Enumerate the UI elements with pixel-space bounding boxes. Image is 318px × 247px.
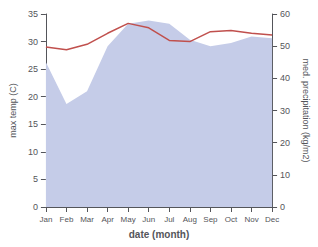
svg-text:0: 0 [33,202,38,212]
svg-text:Sep: Sep [203,215,218,224]
svg-text:30: 30 [280,106,290,116]
svg-text:Jan: Jan [39,215,52,224]
svg-text:May: May [121,215,136,224]
svg-text:Nov: Nov [244,215,258,224]
svg-text:20: 20 [280,138,290,148]
svg-text:10: 10 [280,170,290,180]
svg-text:40: 40 [280,73,290,83]
svg-text:30: 30 [28,37,38,47]
svg-text:Jun: Jun [142,215,155,224]
svg-text:Aug: Aug [183,215,197,224]
svg-text:60: 60 [280,9,290,19]
svg-text:Dec: Dec [265,215,279,224]
svg-text:25: 25 [28,64,38,74]
svg-text:20: 20 [28,92,38,102]
svg-text:5: 5 [33,174,38,184]
svg-text:0: 0 [280,202,285,212]
svg-text:date (month): date (month) [129,229,190,240]
svg-text:Mar: Mar [80,215,94,224]
svg-text:med. precipitation (kg/m2): med. precipitation (kg/m2) [301,58,311,162]
svg-text:35: 35 [28,9,38,19]
svg-text:15: 15 [28,119,38,129]
svg-text:50: 50 [280,41,290,51]
svg-text:10: 10 [28,147,38,157]
svg-text:Feb: Feb [60,215,74,224]
svg-text:Oct: Oct [225,215,238,224]
svg-text:Jul: Jul [164,215,174,224]
svg-text:max temp (C): max temp (C) [8,83,18,138]
svg-text:Apr: Apr [101,215,114,224]
